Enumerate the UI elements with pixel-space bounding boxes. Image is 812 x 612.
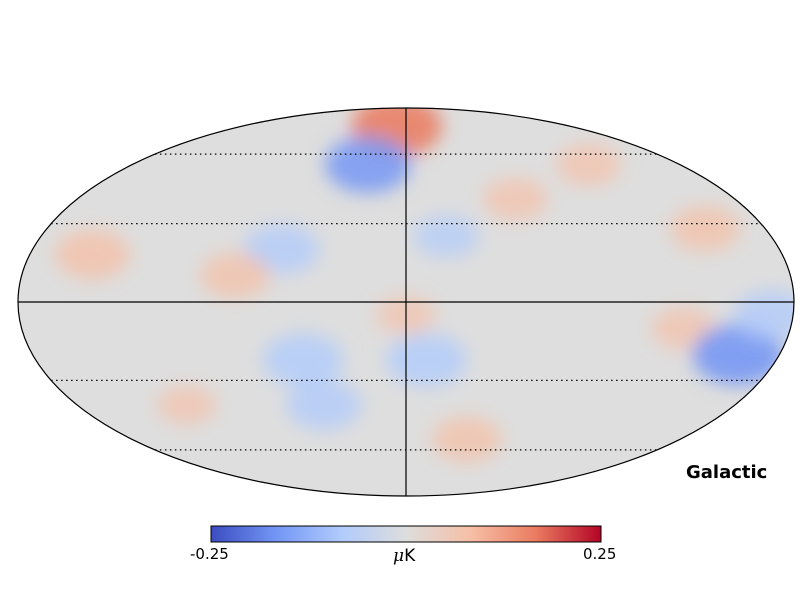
anomaly-blob [692,324,784,385]
anomaly-blob [262,333,344,387]
unit-suffix: K [404,546,416,566]
anomaly-blob [733,290,794,341]
anomaly-blob [200,252,271,299]
colorbar-unit-label: μK [393,546,415,566]
anomaly-blob [431,416,502,463]
unit-prefix: μ [393,546,405,566]
colorbar-max-label: 0.25 [583,545,617,563]
anomaly-blob [386,333,467,387]
map-outline [17,107,795,497]
anomaly-blob [157,385,217,425]
anomaly-blob [414,215,479,258]
anomaly-blob [286,380,362,430]
anomaly-blob [325,136,411,194]
anomaly-blob [556,143,622,186]
anomaly-blob [483,177,548,221]
anomaly-blob [670,205,741,252]
temperature-field [54,108,794,463]
colorbar-min-label: -0.25 [190,545,229,563]
anomaly-blob [54,229,131,280]
colorbar [210,525,602,543]
coordinate-system-label: Galactic [686,462,768,483]
